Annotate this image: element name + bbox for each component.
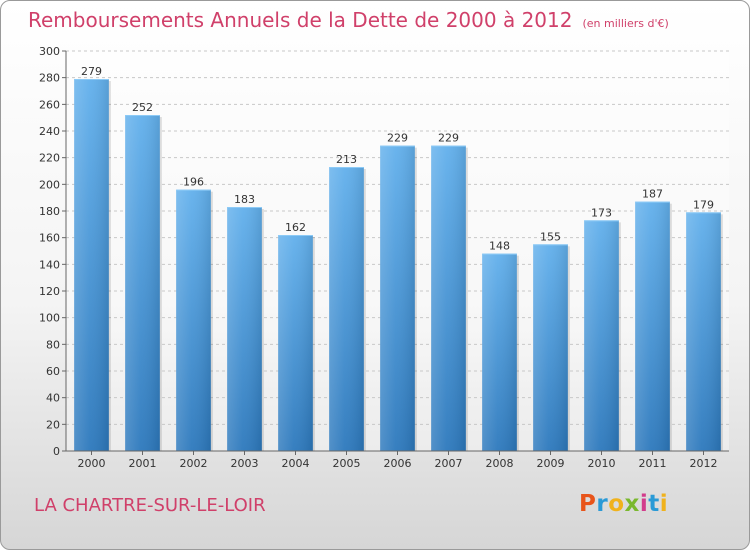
x-tick-label: 2003 bbox=[231, 457, 259, 470]
x-tick-label: 2009 bbox=[537, 457, 565, 470]
y-tick-label: 300 bbox=[39, 45, 60, 58]
bar-shine bbox=[584, 220, 619, 451]
bar-2009: 155 bbox=[533, 230, 570, 451]
bar-value-label: 173 bbox=[591, 206, 612, 219]
y-tick-label: 20 bbox=[46, 418, 60, 431]
bar-value-label: 162 bbox=[285, 221, 306, 234]
bar-shine bbox=[74, 79, 109, 451]
x-tick-label: 2010 bbox=[588, 457, 616, 470]
title-unit: (en milliers d'€) bbox=[582, 17, 669, 30]
y-tick-label: 160 bbox=[39, 232, 60, 245]
bar-shine bbox=[380, 145, 415, 451]
bar-shine bbox=[686, 212, 721, 451]
x-tick-label: 2000 bbox=[78, 457, 106, 470]
y-tick-label: 220 bbox=[39, 152, 60, 165]
bar-shine bbox=[329, 167, 364, 451]
x-tick-label: 2001 bbox=[129, 457, 157, 470]
bar-2001: 252 bbox=[125, 101, 162, 451]
bar-shine bbox=[635, 201, 670, 451]
bar-2003: 183 bbox=[227, 193, 264, 451]
bar-value-label: 187 bbox=[642, 188, 663, 201]
bar-shine bbox=[431, 145, 466, 451]
y-tick-label: 0 bbox=[53, 445, 60, 458]
bar-2006: 229 bbox=[380, 132, 417, 451]
y-tick-label: 80 bbox=[46, 338, 60, 351]
logo-letter: x bbox=[624, 491, 640, 517]
bar-shine bbox=[278, 235, 313, 451]
bar-2007: 229 bbox=[431, 132, 468, 451]
x-tick-label: 2006 bbox=[384, 457, 412, 470]
bar-2011: 187 bbox=[635, 188, 672, 451]
bar-2004: 162 bbox=[278, 221, 315, 451]
logo-letter: i bbox=[639, 491, 649, 517]
x-tick-label: 2008 bbox=[486, 457, 514, 470]
bar-value-label: 183 bbox=[234, 193, 255, 206]
bar-2010: 173 bbox=[584, 206, 621, 451]
x-tick-label: 2002 bbox=[180, 457, 208, 470]
city-name: LA CHARTRE-SUR-LE-LOIR bbox=[34, 495, 266, 516]
bar-shine bbox=[533, 244, 568, 451]
logo-letter: r bbox=[596, 491, 609, 517]
bar-shine bbox=[176, 189, 211, 451]
bar-2012: 179 bbox=[686, 198, 723, 451]
logo-letter: t bbox=[648, 491, 660, 517]
logo-letter: i bbox=[659, 491, 669, 517]
bar-2008: 148 bbox=[482, 240, 519, 451]
bar-2002: 196 bbox=[176, 176, 213, 451]
bar-2000: 279 bbox=[74, 65, 111, 451]
logo-letter: P bbox=[579, 491, 597, 517]
y-tick-label: 280 bbox=[39, 72, 60, 85]
y-tick-label: 200 bbox=[39, 178, 60, 191]
bar-value-label: 213 bbox=[336, 153, 357, 166]
x-tick-label: 2005 bbox=[333, 457, 361, 470]
bar-value-label: 155 bbox=[540, 230, 561, 243]
bar-shine bbox=[227, 207, 262, 451]
y-tick-label: 60 bbox=[46, 365, 60, 378]
bar-shine bbox=[482, 253, 517, 451]
bar-value-label: 148 bbox=[489, 240, 510, 253]
y-tick-label: 240 bbox=[39, 125, 60, 138]
logo-letter: o bbox=[608, 491, 625, 517]
chart-title: Remboursements Annuels de la Dette de 20… bbox=[28, 8, 669, 32]
x-tick-label: 2004 bbox=[282, 457, 310, 470]
y-tick-label: 180 bbox=[39, 205, 60, 218]
y-tick-label: 260 bbox=[39, 98, 60, 111]
y-tick-label: 100 bbox=[39, 312, 60, 325]
bar-shine bbox=[125, 115, 160, 451]
x-tick-label: 2011 bbox=[639, 457, 667, 470]
bar-value-label: 279 bbox=[81, 65, 102, 78]
title-text: Remboursements Annuels de la Dette de 20… bbox=[28, 8, 573, 32]
bar-value-label: 196 bbox=[183, 176, 204, 189]
bar-value-label: 179 bbox=[693, 198, 714, 211]
bar-value-label: 229 bbox=[438, 132, 459, 145]
bar-value-label: 252 bbox=[132, 101, 153, 114]
y-tick-label: 120 bbox=[39, 285, 60, 298]
proxiti-logo[interactable]: Proxiti bbox=[579, 491, 668, 517]
x-tick-label: 2012 bbox=[690, 457, 718, 470]
bar-2005: 213 bbox=[329, 153, 366, 451]
bar-value-label: 229 bbox=[387, 132, 408, 145]
y-tick-label: 140 bbox=[39, 258, 60, 271]
y-tick-label: 40 bbox=[46, 392, 60, 405]
x-tick-label: 2007 bbox=[435, 457, 463, 470]
